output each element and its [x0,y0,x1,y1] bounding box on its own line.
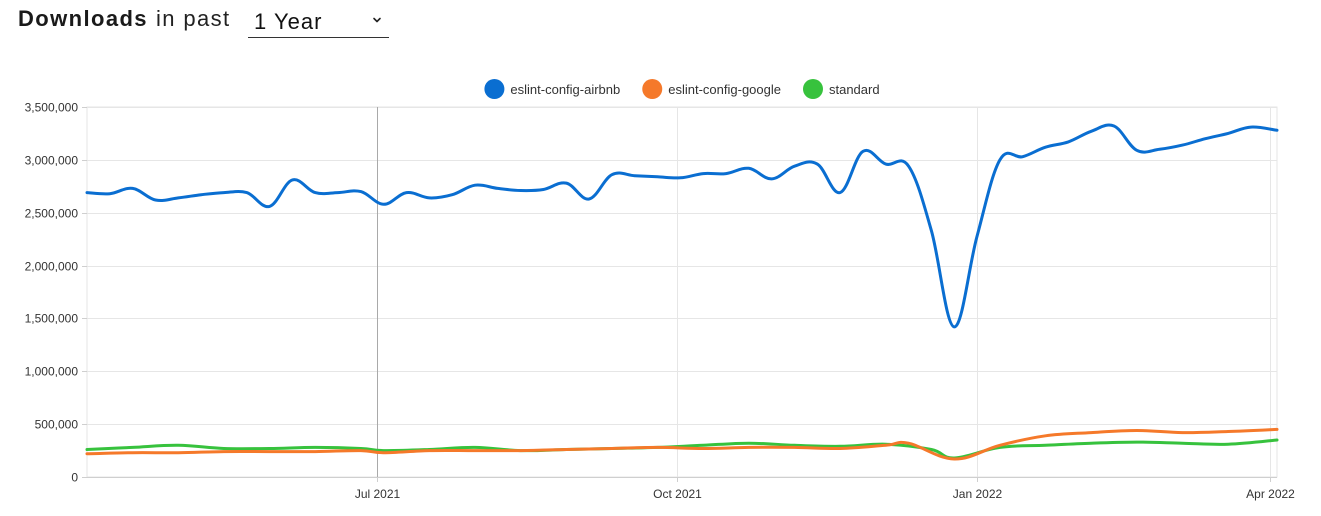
x-tick-label: Apr 2022 [1246,487,1295,501]
y-tick-label: 3,000,000 [25,154,79,168]
downloads-subtitle: in past [155,6,231,31]
x-tick-label: Jan 2022 [953,487,1003,501]
y-tick-label: 0 [71,471,78,485]
legend-swatch [642,79,663,99]
period-select-value: 1 Year [254,9,323,34]
plot-area-border [86,106,1278,478]
y-tick-label: 2,500,000 [25,207,79,221]
legend-item-eslint-config-airbnb[interactable]: eslint-config-airbnb [484,79,620,99]
legend-label: eslint-config-google [668,82,781,97]
chevron-down-icon [373,17,381,23]
chart-grid [86,106,1278,478]
y-tick-label: 3,500,000 [25,101,79,115]
series-line-standard [85,438,1279,460]
chart-legend: eslint-config-airbnb eslint-config-google… [484,79,880,99]
downloads-chart: 0 500,000 1,000,000 1,500,000 2,000,000 2,500… [25,79,1296,502]
legend-label: eslint-config-airbnb [510,82,620,97]
y-tick-label: 1,500,000 [25,312,79,326]
legend-swatch [484,79,505,99]
downloads-title: Downloads [18,6,148,31]
chart-axes: 0 500,000 1,000,000 1,500,000 2,000,000 2,500… [25,101,1296,502]
y-tick-label: 500,000 [35,418,79,432]
y-tick-label: 2,000,000 [25,260,79,274]
legend-label: standard [829,82,880,97]
series-line-eslint-config-google [85,427,1279,461]
x-tick-label: Jul 2021 [355,487,401,501]
legend-item-eslint-config-google[interactable]: eslint-config-google [642,79,781,99]
period-select[interactable]: 1 Year [248,8,389,38]
legend-swatch [802,79,823,99]
series-line-eslint-config-airbnb [85,123,1279,329]
chart-series [85,123,1279,461]
legend-item-standard[interactable]: standard [802,79,880,99]
x-tick-label: Oct 2021 [653,487,702,501]
downloads-header: Downloads in past [18,6,231,42]
y-tick-label: 1,000,000 [25,365,79,379]
